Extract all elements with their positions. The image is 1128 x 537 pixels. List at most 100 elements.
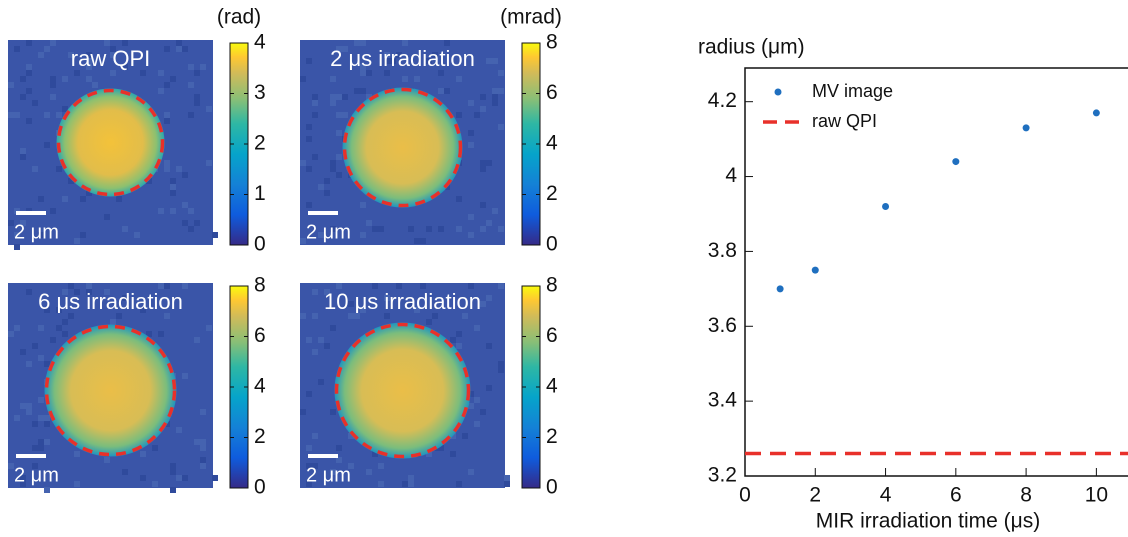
- noise: [74, 70, 80, 76]
- noise: [68, 313, 74, 319]
- noise: [348, 313, 354, 319]
- noise: [206, 106, 212, 112]
- noise: [164, 313, 170, 319]
- noise: [188, 82, 194, 88]
- colorbar-tick-label: 2: [254, 132, 266, 155]
- noise: [504, 481, 510, 487]
- noise: [480, 166, 486, 172]
- noise: [170, 190, 176, 196]
- noise: [182, 475, 188, 481]
- noise: [468, 214, 474, 220]
- noise: [44, 439, 50, 445]
- noise: [32, 421, 38, 427]
- noise: [50, 82, 56, 88]
- noise: [360, 202, 366, 208]
- noise: [504, 475, 510, 481]
- noise: [300, 76, 306, 82]
- noise: [122, 226, 128, 232]
- y-tick-label: 4: [725, 164, 737, 187]
- noise: [62, 331, 68, 337]
- noise: [372, 226, 378, 232]
- data-point: [952, 158, 959, 165]
- noise: [26, 409, 32, 415]
- noise: [158, 88, 164, 94]
- noise: [158, 70, 164, 76]
- noise: [426, 226, 432, 232]
- noise: [32, 100, 38, 106]
- noise: [312, 154, 318, 160]
- noise: [176, 40, 182, 46]
- noise: [480, 409, 486, 415]
- x-axis-label: MIR irradiation time (μs): [816, 510, 1040, 533]
- noise: [170, 76, 176, 82]
- noise: [44, 142, 50, 148]
- noise: [26, 289, 32, 295]
- noise: [456, 196, 462, 202]
- noise: [486, 160, 492, 166]
- noise: [330, 160, 336, 166]
- noise: [170, 487, 176, 493]
- noise: [26, 40, 32, 46]
- noise: [200, 445, 206, 451]
- colorbar-tick-label: 4: [254, 375, 266, 398]
- noise: [462, 313, 468, 319]
- axes: [745, 68, 1128, 476]
- noise: [498, 367, 504, 373]
- noise: [486, 295, 492, 301]
- noise: [354, 313, 360, 319]
- noise: [164, 46, 170, 52]
- noise: [456, 76, 462, 82]
- noise: [38, 439, 44, 445]
- noise: [206, 325, 212, 331]
- noise: [170, 463, 176, 469]
- noise: [194, 70, 200, 76]
- colorbar-tick-label: 2: [546, 425, 558, 448]
- noise: [498, 361, 504, 367]
- noise: [366, 70, 372, 76]
- noise: [44, 46, 50, 52]
- noise: [188, 208, 194, 214]
- noise: [312, 100, 318, 106]
- colorbar-tick-label: 6: [546, 81, 558, 104]
- data-point: [777, 285, 784, 292]
- noise: [140, 475, 146, 481]
- noise: [8, 82, 14, 88]
- noise: [468, 232, 474, 238]
- noise: [80, 232, 86, 238]
- y-axis-label: radius (μm): [698, 36, 805, 59]
- noise: [336, 172, 342, 178]
- noise: [140, 70, 146, 76]
- noise: [38, 355, 44, 361]
- noise: [360, 70, 366, 76]
- noise: [74, 451, 80, 457]
- colorbar-tick-label: 0: [546, 233, 558, 256]
- noise: [14, 415, 20, 421]
- noise: [20, 403, 26, 409]
- noise: [20, 76, 26, 82]
- noise: [152, 481, 158, 487]
- noise: [474, 421, 480, 427]
- legend-marker: [775, 89, 782, 96]
- data-point: [1023, 124, 1030, 131]
- x-tick-label: 10: [1085, 484, 1108, 507]
- noise: [110, 70, 116, 76]
- noise: [330, 100, 336, 106]
- noise: [176, 166, 182, 172]
- noise: [170, 469, 176, 475]
- noise: [336, 94, 342, 100]
- x-tick-label: 4: [880, 484, 892, 507]
- noise: [200, 463, 206, 469]
- noise: [170, 208, 176, 214]
- noise: [318, 379, 324, 385]
- panel-label: 10 μs irradiation: [324, 289, 481, 314]
- noise: [164, 166, 170, 172]
- noise: [62, 196, 68, 202]
- noise: [330, 325, 336, 331]
- noise: [438, 88, 444, 94]
- noise: [336, 154, 342, 160]
- noise: [480, 106, 486, 112]
- noise: [306, 391, 312, 397]
- noise: [62, 319, 68, 325]
- noise: [170, 184, 176, 190]
- noise: [14, 325, 20, 331]
